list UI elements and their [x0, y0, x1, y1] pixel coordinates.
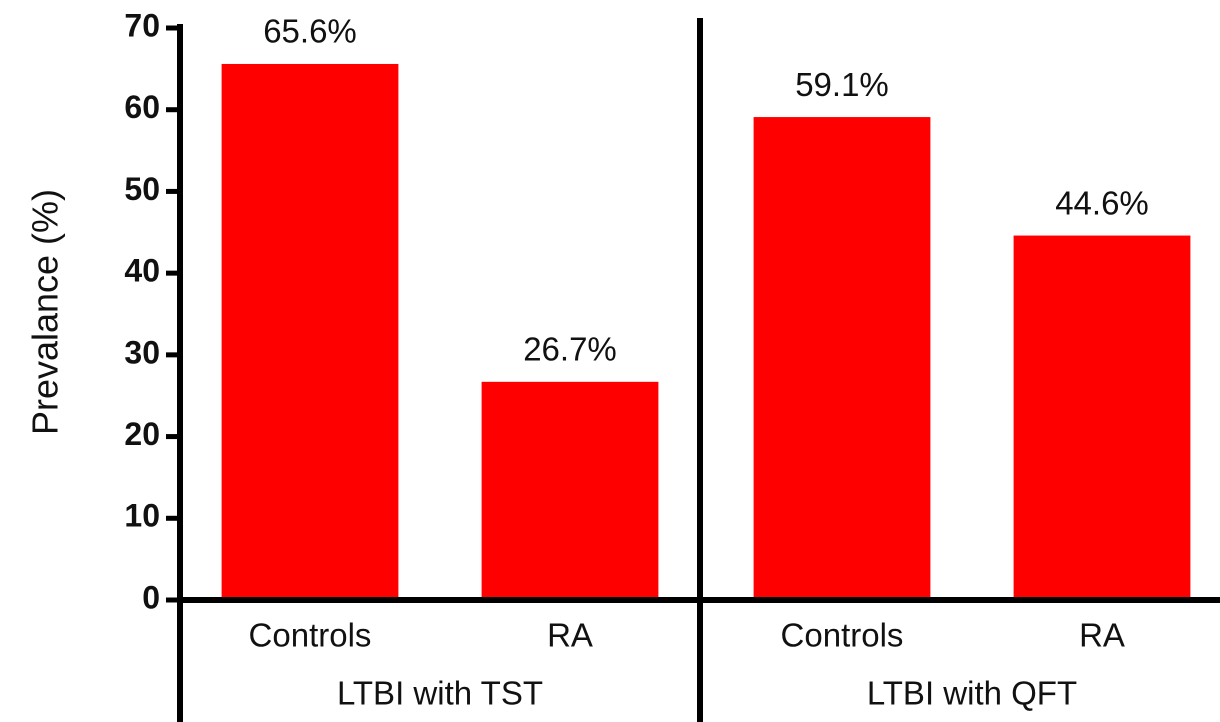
value-label: 44.6%	[1055, 184, 1149, 221]
x-tick-label: RA	[547, 617, 593, 654]
x-tick-label: RA	[1079, 617, 1125, 654]
y-tick-label: 70	[124, 7, 160, 43]
bar	[221, 63, 399, 600]
x-tick-label: Controls	[249, 617, 372, 654]
y-tick-label: 0	[142, 579, 160, 615]
y-tick-label: 20	[124, 416, 160, 452]
group-label: LTBI with TST	[337, 675, 543, 712]
x-tick-label: Controls	[781, 617, 904, 654]
value-label: 59.1%	[795, 66, 889, 103]
y-tick-label: 10	[124, 498, 160, 534]
bar	[753, 117, 931, 600]
value-label: 26.7%	[523, 331, 617, 368]
y-tick-label: 40	[124, 253, 160, 289]
value-label: 65.6%	[263, 13, 357, 50]
bar	[481, 381, 659, 600]
y-tick-label: 30	[124, 334, 160, 370]
y-tick-label: 50	[124, 171, 160, 207]
y-axis-label: Prevalance (%)	[25, 189, 66, 435]
group-label: LTBI with QFT	[867, 675, 1077, 712]
y-tick-label: 60	[124, 89, 160, 125]
bar	[1013, 235, 1191, 600]
